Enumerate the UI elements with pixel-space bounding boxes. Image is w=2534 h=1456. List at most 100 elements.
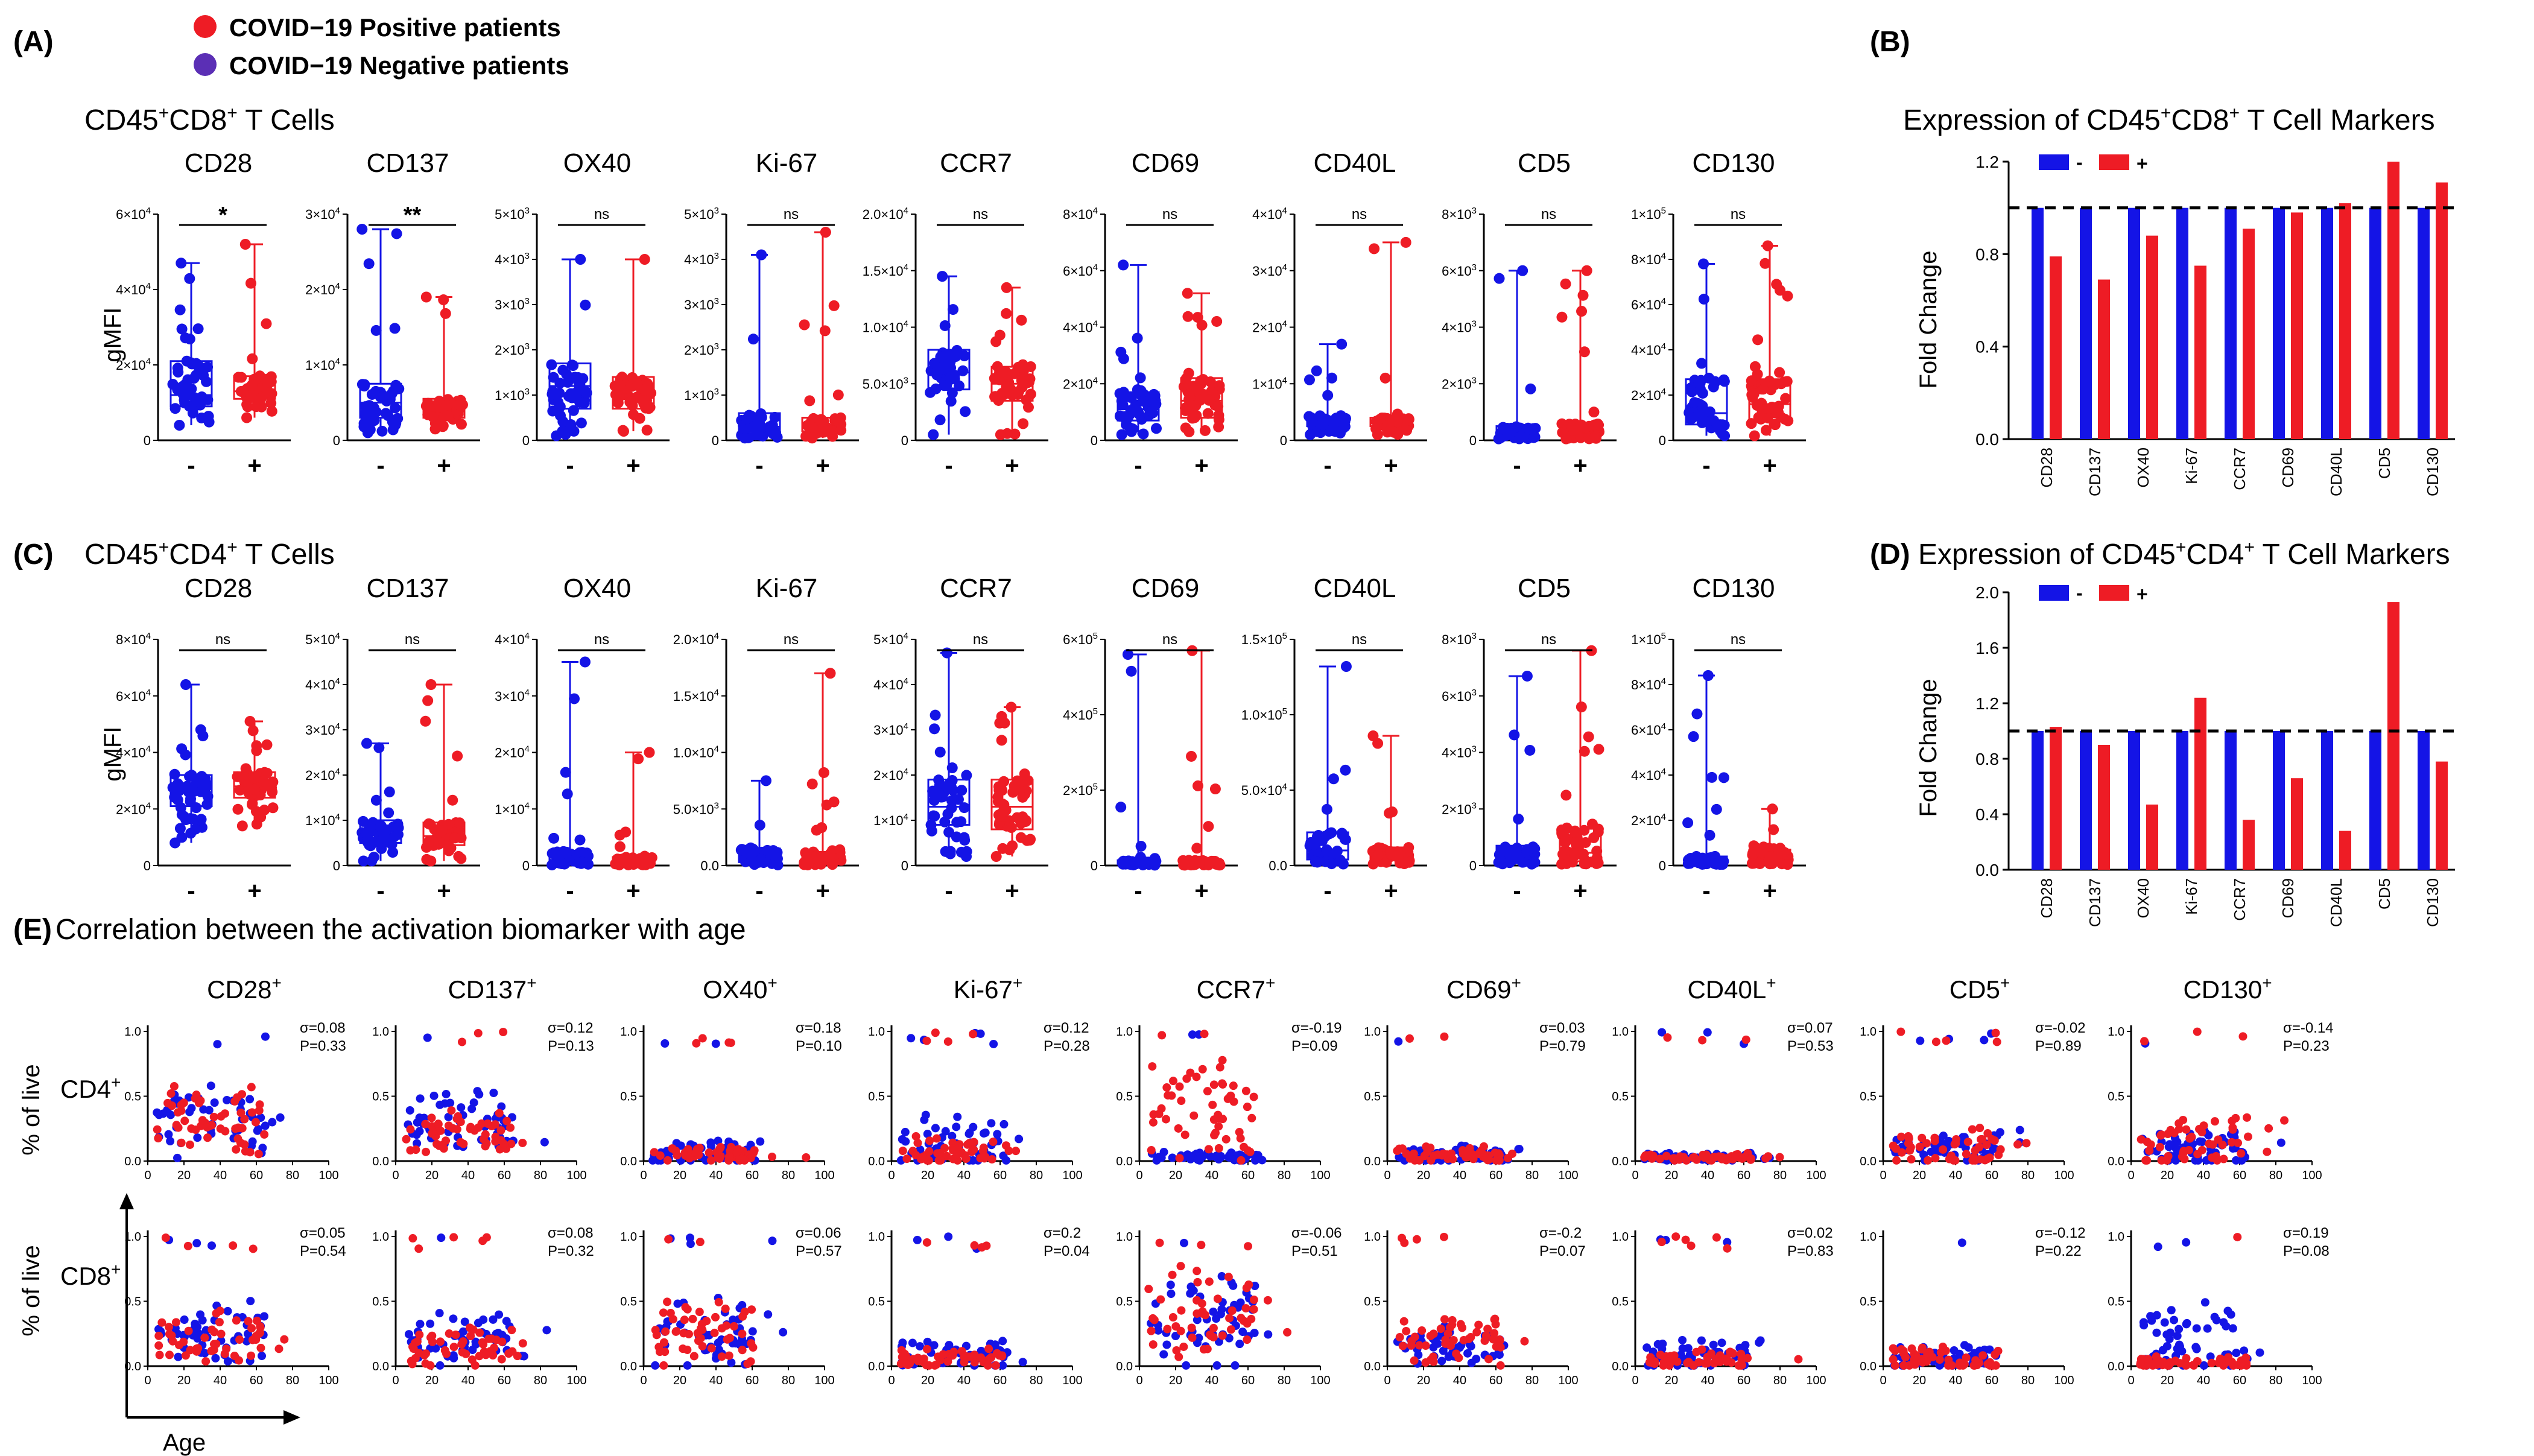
scatter-point <box>969 1030 978 1039</box>
scatter-point <box>1907 1344 1916 1353</box>
box-negative <box>925 647 972 862</box>
scatter-point <box>1247 1113 1256 1122</box>
data-point <box>562 788 573 800</box>
x-tick-label: 0 <box>1880 1169 1886 1182</box>
marker-title: CD69 <box>1132 574 1200 603</box>
scatter-point <box>1655 1154 1664 1163</box>
x-tick-label: 60 <box>1737 1169 1750 1182</box>
data-point <box>1577 290 1589 301</box>
x-tick-label: 100 <box>2302 1169 2322 1182</box>
x-tick-label: 20 <box>425 1169 439 1182</box>
data-point <box>247 799 258 810</box>
scatter-point <box>164 1130 173 1139</box>
x-tick-label: 40 <box>1949 1374 1962 1387</box>
data-point <box>429 423 441 435</box>
scatter-point <box>901 1359 910 1369</box>
scatter-point <box>953 1150 962 1159</box>
x-tick-label: 80 <box>1030 1374 1043 1387</box>
scatter-point <box>241 1147 250 1156</box>
data-point <box>1698 258 1709 270</box>
scatter-point <box>2228 1123 2237 1132</box>
data-point <box>1305 429 1316 440</box>
data-point <box>620 826 632 838</box>
scatter-point <box>1174 1352 1183 1361</box>
scatter-point <box>222 1344 231 1353</box>
data-point <box>1214 380 1225 391</box>
data-point <box>761 844 773 856</box>
y-tick-label: 1×105 <box>1631 206 1666 222</box>
data-point <box>1367 858 1379 870</box>
box-negative <box>1114 259 1162 440</box>
data-point <box>563 855 575 866</box>
y-tick-label: 0 <box>712 433 719 448</box>
scatter-point <box>1400 1238 1409 1247</box>
panel-label-D: (D) <box>1870 539 1910 571</box>
x-tick-label: 40 <box>1205 1374 1218 1387</box>
group-label-negative: - <box>1323 452 1331 479</box>
bar-negative-ki-67 <box>2176 207 2188 439</box>
scatter-point <box>1179 1342 1188 1351</box>
data-point <box>1701 858 1712 870</box>
scatter-point <box>435 1141 444 1150</box>
scatter-point <box>206 1081 215 1090</box>
y-tick-label: 3×104 <box>305 206 340 222</box>
marker-title: CD130 <box>1693 574 1775 603</box>
scatter-point <box>2192 1324 2201 1333</box>
data-point <box>945 396 957 407</box>
data-point <box>952 794 964 805</box>
scatter-point <box>165 1350 174 1359</box>
scatter-point <box>1755 1338 1764 1347</box>
data-point <box>438 294 449 306</box>
data-point <box>1012 775 1023 787</box>
scatter-point <box>901 1127 910 1136</box>
x-tick-label: 100 <box>318 1374 338 1387</box>
scatter-point <box>931 1124 940 1133</box>
x-tick-label: 20 <box>2161 1169 2174 1182</box>
data-point <box>1148 388 1159 400</box>
y-tick-label: 2×104 <box>873 767 908 783</box>
group-label-negative: - <box>1702 878 1710 904</box>
scatter-point <box>1217 1153 1226 1162</box>
data-point <box>192 323 204 335</box>
p-label: P=0.54 <box>300 1243 346 1259</box>
scatter-point <box>1157 1104 1166 1113</box>
x-tick-label: 40 <box>1453 1169 1466 1182</box>
data-point <box>1115 802 1127 813</box>
scatter-point <box>654 1343 664 1352</box>
data-point <box>641 425 653 436</box>
data-point <box>934 746 946 758</box>
data-point <box>1765 384 1776 396</box>
scatter-point <box>1193 1309 1202 1318</box>
data-point <box>1339 416 1351 428</box>
data-point <box>618 426 629 437</box>
panel-label-A: (A) <box>13 26 54 58</box>
y-tick-label: 0.5 <box>868 1090 885 1104</box>
data-point <box>816 414 827 425</box>
age-arrows <box>119 1193 300 1425</box>
scatter-point <box>1697 1345 1706 1354</box>
scatter-point <box>721 1304 730 1313</box>
scatter-point <box>1964 1343 1973 1352</box>
scatter-point <box>1490 1329 1499 1338</box>
scatter-point <box>1703 1028 1712 1037</box>
scatter-point <box>458 1337 467 1346</box>
scatter-point <box>1675 1155 1684 1164</box>
data-point <box>1305 414 1317 425</box>
scatter-point <box>482 1233 491 1242</box>
x-tick-label: 80 <box>1773 1169 1787 1182</box>
scatter-point <box>1474 1150 1483 1159</box>
scatter-point <box>1896 1027 1905 1036</box>
data-point <box>266 405 277 417</box>
scatter-point <box>2182 1125 2191 1134</box>
x-tick-label: 20 <box>1665 1374 1678 1387</box>
scatter-point <box>1978 1351 1988 1360</box>
y-tick-label: 4×104 <box>1631 767 1666 783</box>
scatter-point <box>428 1122 437 1131</box>
panel-E-scatter: CD28+0.00.51.00 20 40 60 80 100σ=0.08P=0.33CD… <box>124 973 2333 1387</box>
scatter-point <box>1263 1296 1272 1305</box>
scatter-point <box>1642 1343 1652 1352</box>
data-point <box>1197 374 1209 385</box>
scatter-point <box>496 1126 505 1135</box>
scatter-point <box>936 1156 945 1165</box>
